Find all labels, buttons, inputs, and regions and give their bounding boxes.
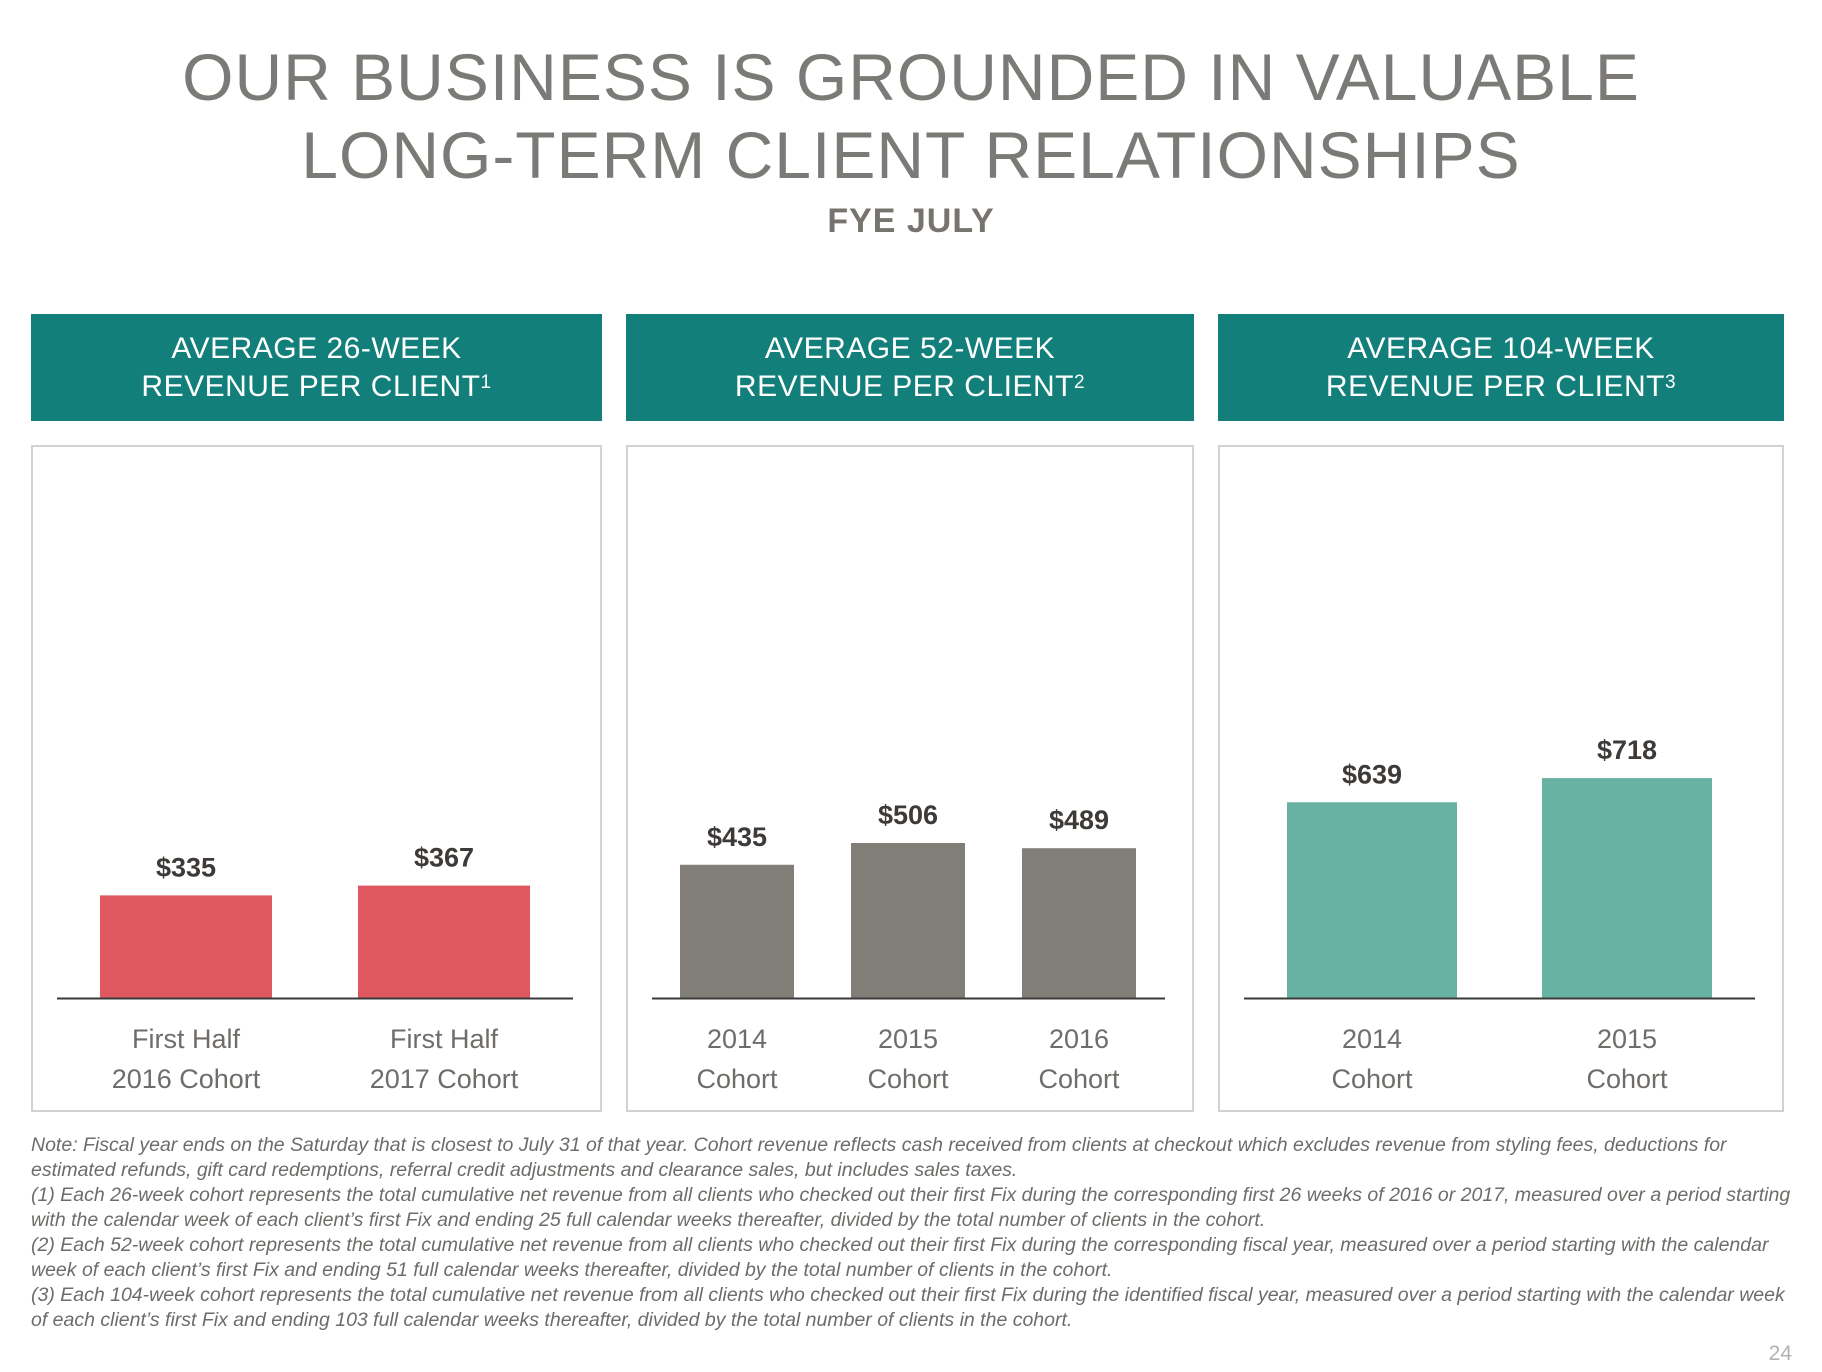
panel-header-104-week: AVERAGE 104-WEEK REVENUE PER CLIENT3 bbox=[1218, 314, 1784, 421]
bar bbox=[1542, 778, 1712, 998]
category-label: Cohort bbox=[696, 1064, 778, 1094]
footnote-marker: 2 bbox=[1074, 371, 1086, 393]
bar-value-label: $718 bbox=[1597, 735, 1657, 765]
category-label: 2016 bbox=[1049, 1024, 1109, 1054]
bar-value-label: $489 bbox=[1049, 805, 1109, 835]
bar bbox=[100, 895, 272, 998]
category-label: Cohort bbox=[1331, 1064, 1413, 1094]
note-2: (2) Each 52-week cohort represents the t… bbox=[31, 1234, 1769, 1281]
bar-value-label: $435 bbox=[707, 822, 767, 852]
category-label: 2016 Cohort bbox=[112, 1064, 261, 1094]
panel-header-line-2-wrap: REVENUE PER CLIENT2 bbox=[626, 368, 1194, 406]
page-subtitle: FYE JULY bbox=[827, 202, 995, 240]
panel-header-26-week: AVERAGE 26-WEEK REVENUE PER CLIENT1 bbox=[31, 314, 602, 421]
bar bbox=[680, 864, 794, 998]
bar bbox=[1287, 802, 1457, 998]
note-3: (3) Each 104-week cohort represents the … bbox=[31, 1284, 1785, 1331]
panel-header-line-1: AVERAGE 52-WEEK bbox=[764, 331, 1056, 365]
bar bbox=[851, 843, 965, 998]
panel-box-26-week bbox=[31, 445, 602, 1112]
footnotes: Note: Fiscal year ends on the Saturday t… bbox=[31, 1133, 1801, 1333]
panel-header-52-week: AVERAGE 52-WEEK REVENUE PER CLIENT2 bbox=[626, 314, 1194, 421]
panel-header-line-2: REVENUE PER CLIENT bbox=[734, 369, 1074, 403]
category-label: 2015 bbox=[878, 1024, 938, 1054]
category-label: 2014 bbox=[707, 1024, 767, 1054]
page-title: OUR BUSINESS IS GROUNDED IN VALUABLE LON… bbox=[0, 38, 1822, 194]
title-line-2: LONG-TERM CLIENT RELATIONSHIPS bbox=[301, 118, 1521, 192]
note-1: (1) Each 26-week cohort represents the t… bbox=[31, 1184, 1791, 1231]
title-line-1: OUR BUSINESS IS GROUNDED IN VALUABLE bbox=[182, 40, 1640, 114]
bar-value-label: $367 bbox=[414, 843, 474, 873]
page-number: 24 bbox=[1768, 1342, 1792, 1365]
category-label: First Half bbox=[390, 1024, 498, 1054]
bar bbox=[1022, 848, 1136, 998]
category-label: First Half bbox=[132, 1024, 240, 1054]
category-label: Cohort bbox=[1038, 1064, 1120, 1094]
footnote-marker: 1 bbox=[480, 371, 492, 393]
bar-value-label: $506 bbox=[878, 800, 938, 830]
category-label: Cohort bbox=[867, 1064, 949, 1094]
bar bbox=[358, 885, 530, 998]
category-label: 2015 bbox=[1597, 1024, 1657, 1054]
footnote-marker: 3 bbox=[1665, 371, 1677, 393]
category-label: 2014 bbox=[1342, 1024, 1402, 1054]
panel-header-line-2-wrap: REVENUE PER CLIENT1 bbox=[31, 368, 602, 406]
bar-value-label: $639 bbox=[1342, 759, 1402, 789]
category-label: Cohort bbox=[1586, 1064, 1668, 1094]
panel-header-line-2-wrap: REVENUE PER CLIENT3 bbox=[1218, 368, 1784, 406]
panel-header-line-1: AVERAGE 104-WEEK bbox=[1347, 331, 1655, 365]
panel-box-52-week bbox=[626, 445, 1194, 1112]
panel-header-line-2: REVENUE PER CLIENT bbox=[1325, 369, 1665, 403]
category-label: 2017 Cohort bbox=[370, 1064, 519, 1094]
note-general: Note: Fiscal year ends on the Saturday t… bbox=[31, 1134, 1727, 1181]
panel-header-line-2: REVENUE PER CLIENT bbox=[141, 369, 481, 403]
bar-value-label: $335 bbox=[156, 852, 216, 882]
panel-header-line-1: AVERAGE 26-WEEK bbox=[171, 331, 462, 365]
